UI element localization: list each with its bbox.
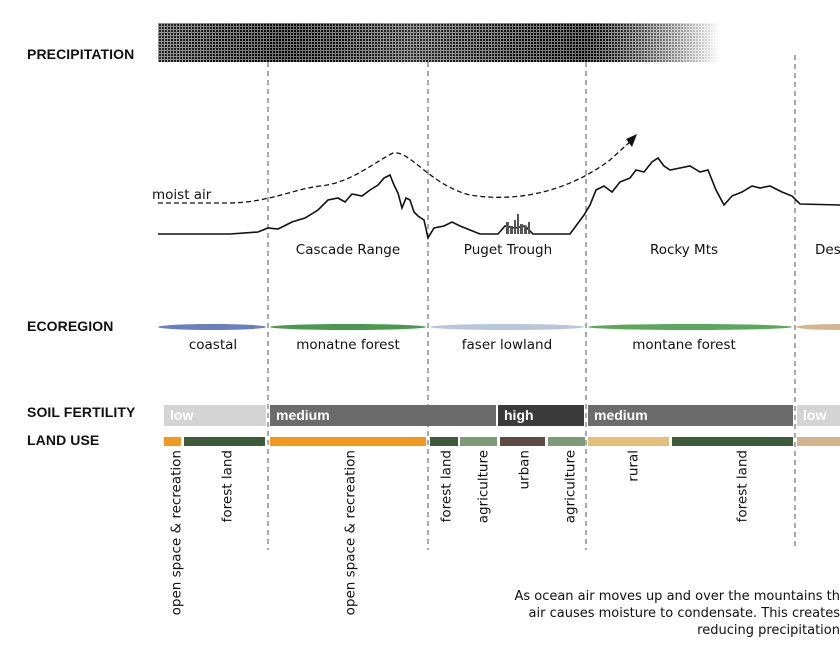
ecoregion-bands bbox=[158, 324, 840, 330]
ecoregion-band-montane-1 bbox=[270, 324, 426, 330]
land-use-bar-open-space-2 bbox=[270, 437, 426, 446]
caption-line-3: reducing precipitation bbox=[697, 623, 840, 638]
soil-fertility-high: high bbox=[498, 405, 584, 426]
ecoregion-lowland-label: faser lowland bbox=[461, 337, 553, 353]
moist-air-label: moist air bbox=[152, 187, 212, 203]
soil-fertility-low: low bbox=[164, 405, 266, 426]
region-cascade-range: Cascade Range bbox=[295, 242, 401, 258]
soil-fertility-label: SOIL FERTILITY bbox=[27, 404, 136, 420]
terrain-profile bbox=[158, 134, 840, 241]
land-use-label-forest-1: forest land bbox=[219, 450, 235, 523]
ecoregion-band-desert bbox=[796, 324, 840, 330]
land-use-bar-forest-1 bbox=[184, 437, 265, 446]
caption: As ocean air moves up and over the mount… bbox=[510, 588, 840, 639]
precipitation-bar bbox=[158, 23, 720, 62]
land-use-bar-rural bbox=[588, 437, 669, 446]
ecoregion-band-lowland bbox=[430, 324, 584, 330]
land-use-label-open-space-2: open space & recreation bbox=[342, 450, 358, 616]
land-use-label-urban: urban bbox=[517, 450, 533, 490]
region-desert: Des bbox=[815, 242, 840, 258]
region-puget-trough: Puget Trough bbox=[463, 242, 553, 258]
caption-line-2: air causes moisture to condensate. This … bbox=[528, 606, 840, 621]
land-use-label-forest-3: forest land bbox=[734, 450, 750, 523]
ecoregion-coastal-label: coastal bbox=[188, 337, 238, 353]
caption-line-1: As ocean air moves up and over the mount… bbox=[514, 589, 840, 604]
land-use-bar-agriculture-2 bbox=[548, 437, 585, 446]
soil-fertility-medium-2: medium bbox=[588, 405, 793, 426]
ecoregion-band-montane-2 bbox=[588, 324, 792, 330]
land-use-label-agriculture-1: agriculture bbox=[475, 450, 491, 524]
land-use-label-open-space-1: open space & recreation bbox=[168, 450, 184, 616]
city-skyline-icon bbox=[506, 214, 530, 234]
ecoregion-band-coastal bbox=[158, 324, 266, 330]
land-use-bar-agriculture-1 bbox=[460, 437, 497, 446]
land-use-label-rural: rural bbox=[626, 450, 642, 482]
precipitation-label: PRECIPITATION bbox=[27, 46, 135, 62]
arrow-head-icon bbox=[626, 134, 637, 147]
soil-fertility-low-2: low bbox=[797, 405, 840, 426]
terrain-line bbox=[158, 156, 840, 241]
soil-fertility-medium: medium bbox=[270, 405, 496, 426]
ecoregion-montane-label: monatne forest bbox=[296, 337, 400, 353]
ecoregion-label: ECOREGION bbox=[27, 318, 114, 334]
land-use-label: LAND USE bbox=[27, 432, 100, 448]
land-use-label-forest-2: forest land bbox=[438, 450, 454, 523]
ecoregion-montane2-label: montane forest bbox=[632, 337, 736, 353]
land-use-bar-desert bbox=[797, 437, 840, 446]
land-use-bar-urban bbox=[500, 437, 545, 446]
moist-air-path bbox=[158, 139, 633, 204]
region-rocky-mts: Rocky Mts bbox=[649, 242, 719, 258]
land-use-bar-forest-2 bbox=[430, 437, 458, 446]
land-use-label-agriculture-2: agriculture bbox=[562, 450, 578, 524]
land-use-bar-forest-3 bbox=[672, 437, 793, 446]
land-use-bar-open-space-1 bbox=[164, 437, 181, 446]
